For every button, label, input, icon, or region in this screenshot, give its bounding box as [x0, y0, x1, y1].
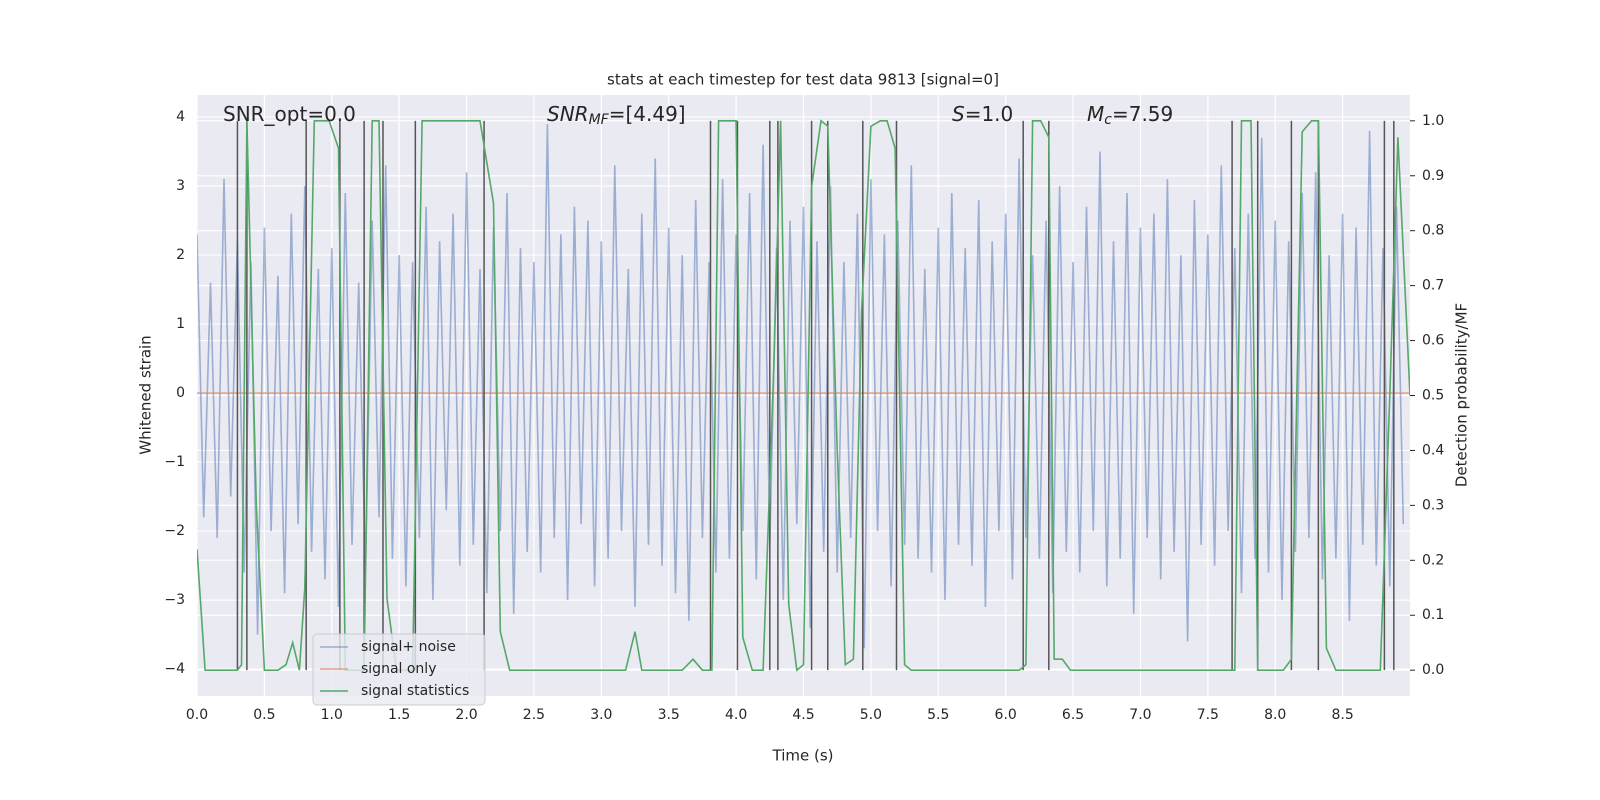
x-tick-label: 0.5	[253, 707, 275, 723]
annotation: Mc=7.59	[1087, 102, 1173, 129]
annotation-italic: M	[1087, 102, 1104, 126]
y2-tick-label: 0.2	[1422, 552, 1444, 568]
legend-box	[312, 633, 486, 706]
y2-tick-label: 0.0	[1422, 662, 1444, 678]
series-line	[197, 123, 1405, 649]
chart-title: stats at each timestep for test data 981…	[607, 71, 999, 89]
y2-tick-label: 1.0	[1422, 113, 1444, 129]
x-tick-label: 4.5	[792, 707, 814, 723]
x-tick-label: 1.5	[388, 707, 410, 723]
annotation: SNR_opt=0.0	[223, 102, 356, 126]
x-tick-label: 0.0	[186, 707, 208, 723]
y-tick-label: 2	[176, 247, 185, 263]
annotation: S=1.0	[952, 102, 1013, 126]
annotation: SNRMF=[4.49]	[547, 102, 686, 129]
annotation-sub: MF	[589, 112, 610, 128]
y-tick-label: −2	[164, 523, 185, 539]
annotation-text: =[4.49]	[609, 102, 686, 126]
legend-label: signal only	[361, 661, 436, 677]
x-tick-label: 7.5	[1197, 707, 1219, 723]
legend-label: signal statistics	[361, 683, 469, 699]
annotation-italic: SNR	[547, 102, 589, 126]
x-tick-label: 2.5	[523, 707, 545, 723]
x-tick-label: 8.0	[1264, 707, 1286, 723]
y2-tick-label: 0.6	[1422, 333, 1444, 349]
y-tick-label: −1	[164, 454, 185, 470]
x-tick-label: 6.5	[1062, 707, 1084, 723]
annotation-text: =7.59	[1112, 102, 1173, 126]
y-tick-label: 0	[176, 385, 185, 401]
annotation-sub: c	[1104, 112, 1112, 128]
x-tick-label: 8.5	[1331, 707, 1353, 723]
x-tick-label: 4.0	[725, 707, 747, 723]
annotation-text: SNR_opt=0.0	[223, 102, 356, 126]
x-tick-label: 2.0	[455, 707, 477, 723]
annotation-italic: S	[952, 102, 965, 126]
y2-axis-label: Detection probability/MF	[1453, 303, 1471, 487]
x-tick-label: 3.5	[658, 707, 680, 723]
x-tick-label: 1.0	[321, 707, 343, 723]
annotation-text: =1.0	[965, 102, 1014, 126]
y2-tick-label: 0.9	[1422, 168, 1444, 184]
y-tick-label: −4	[164, 661, 185, 677]
y-tick-label: −3	[164, 592, 185, 608]
y2-tick-label: 0.5	[1422, 388, 1444, 404]
y2-tick-label: 0.3	[1422, 497, 1444, 513]
x-tick-label: 5.5	[927, 707, 949, 723]
y2-tick-label: 0.7	[1422, 278, 1444, 294]
y2-tick-label: 0.8	[1422, 223, 1444, 239]
y-axis-label: Whitened strain	[137, 335, 155, 454]
y2-tick-label: 0.4	[1422, 442, 1444, 458]
x-tick-label: 7.0	[1129, 707, 1151, 723]
x-axis-label: Time (s)	[772, 747, 834, 765]
y2-tick-label: 0.1	[1422, 607, 1444, 623]
x-tick-label: 6.0	[995, 707, 1017, 723]
x-tick-label: 5.0	[860, 707, 882, 723]
legend-label: signal+ noise	[361, 639, 456, 655]
y-tick-label: 3	[176, 178, 185, 194]
y-tick-label: 1	[176, 316, 185, 332]
series-line	[197, 119, 1410, 672]
y-tick-label: 4	[176, 109, 185, 125]
x-tick-label: 3.0	[590, 707, 612, 723]
